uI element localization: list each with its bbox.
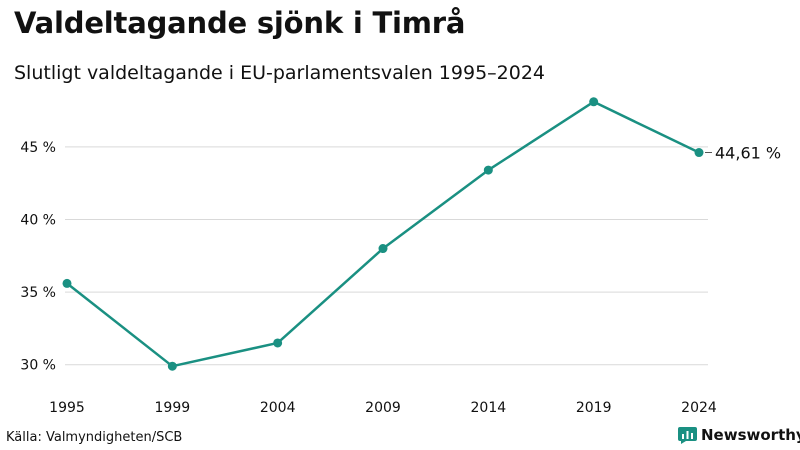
x-tick-label: 2009 [365,400,401,416]
x-tick-label: 2019 [576,400,612,416]
data-point [62,278,72,288]
brand[interactable]: Newsworthy [678,426,800,444]
x-axis-labels: 1995 1999 2004 2009 2014 2019 2024 [49,400,717,416]
annotations: 44,61 % [705,144,781,163]
brand-name: Newsworthy [701,426,800,444]
series-line [65,100,701,368]
x-tick-label: 1999 [155,400,191,416]
chart-subtitle: Slutligt valdeltagande i EU-parlamentsva… [14,62,546,84]
x-tick-label: 2004 [260,400,296,416]
y-axis-labels: 30 % 35 % 40 % 45 % [20,140,56,374]
data-point [378,244,388,254]
newsworthy-logo-icon [678,426,697,444]
x-tick-label: 2024 [681,400,717,416]
data-series [65,100,701,368]
y-tick-label: 30 % [20,358,56,374]
y-tick-label: 35 % [20,285,56,301]
y-tick-label: 40 % [20,212,56,228]
data-point [694,148,704,158]
y-tick-label: 45 % [20,140,56,156]
data-points [62,97,704,371]
data-point [167,361,177,371]
end-value-label: 44,61 % [715,144,781,163]
x-tick-label: 1995 [49,400,85,416]
data-point [483,165,493,175]
chart-title: Valdeltagande sjönk i Timrå [14,6,466,40]
x-tick-label: 2014 [471,400,507,416]
source-note: Källa: Valmyndigheten/SCB [6,430,183,445]
data-point [273,338,283,348]
gridlines [65,146,708,366]
data-point [589,97,599,107]
